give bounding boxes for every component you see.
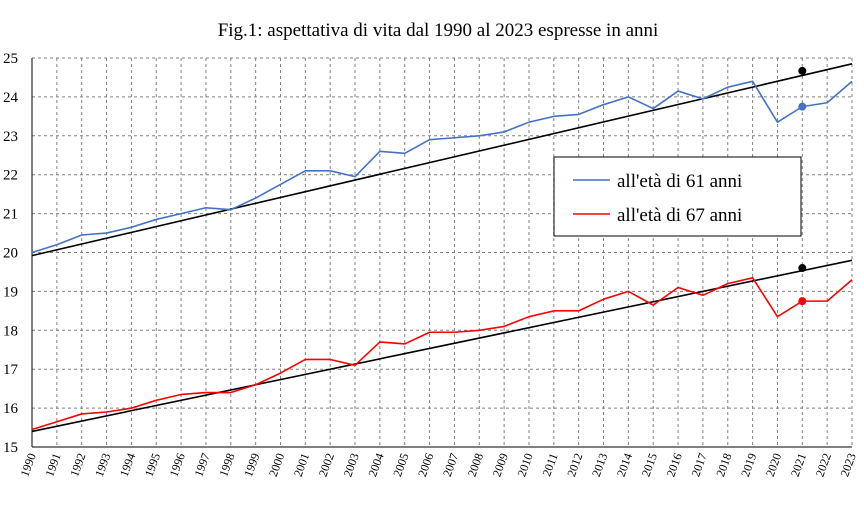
legend: all'età di 61 anni all'età di 67 anni	[553, 156, 802, 237]
x-tick-label: 2014	[614, 451, 635, 478]
x-tick-label: 2000	[266, 451, 287, 478]
y-tick-label: 16	[3, 401, 19, 417]
highlight-markers	[798, 66, 807, 306]
x-tick-label: 2015	[639, 451, 660, 478]
x-tick-label: 1996	[167, 451, 188, 478]
trend-marker	[798, 66, 807, 75]
x-axis-ticks: 1990 1991 1992 1993 1994 1995 1996 1997 1998 1999…	[17, 451, 858, 478]
x-tick-label: 1993	[92, 451, 113, 478]
x-tick-label: 2001	[291, 451, 312, 478]
y-tick-label: 24	[3, 90, 19, 106]
data-series	[31, 80, 853, 431]
x-tick-label: 2019	[738, 451, 759, 478]
x-tick-label: 1990	[17, 451, 38, 478]
trend-line	[31, 63, 853, 257]
x-tick-label: 2008	[465, 451, 486, 478]
y-tick-label: 15	[3, 440, 18, 456]
trend-line	[31, 259, 853, 433]
legend-label-61: all'età di 61 anni	[617, 171, 742, 192]
x-tick-label: 2003	[340, 451, 361, 478]
y-tick-label: 25	[3, 51, 18, 67]
legend-box	[553, 156, 802, 237]
series-line-1	[31, 276, 853, 431]
trend-marker	[798, 264, 807, 273]
y-tick-label: 22	[3, 168, 18, 184]
x-tick-label: 1998	[216, 451, 237, 478]
x-tick-label: 2020	[763, 451, 784, 478]
x-tick-label: 1995	[142, 451, 163, 478]
x-tick-label: 2013	[589, 451, 610, 478]
x-tick-label: 2002	[316, 451, 337, 478]
x-tick-label: 2021	[788, 451, 809, 478]
series-marker	[798, 102, 807, 111]
y-tick-label: 20	[3, 246, 18, 262]
y-tick-label: 21	[3, 207, 18, 223]
series-marker	[798, 297, 807, 306]
trend-lines	[31, 63, 853, 433]
x-tick-label: 2022	[813, 451, 834, 478]
x-tick-label: 2004	[365, 451, 386, 478]
x-tick-label: 2010	[514, 451, 535, 478]
y-axis-ticks: 15 16 17 18 19 20 21 22 23 24 25	[3, 51, 19, 456]
x-tick-label: 1994	[117, 451, 138, 478]
chart-title: Fig.1: aspettativa di vita dal 1990 al 2…	[218, 20, 659, 41]
legend-label-67: all'età di 67 anni	[617, 205, 742, 226]
x-tick-label: 2006	[415, 451, 436, 478]
x-tick-label: 1999	[241, 451, 262, 478]
y-tick-label: 17	[3, 362, 19, 378]
x-tick-label: 1997	[191, 451, 212, 478]
x-tick-label: 2017	[688, 451, 709, 478]
x-tick-label: 1992	[67, 451, 88, 478]
grid	[32, 57, 853, 447]
y-tick-label: 23	[3, 129, 18, 145]
x-tick-label: 1991	[42, 451, 63, 478]
x-tick-label: 2011	[539, 451, 560, 478]
x-tick-label: 2005	[390, 451, 411, 478]
x-tick-label: 2018	[713, 451, 734, 478]
series-line-0	[31, 80, 853, 254]
x-tick-label: 2007	[440, 451, 461, 478]
x-tick-label: 2012	[564, 451, 585, 478]
y-tick-label: 19	[3, 284, 18, 300]
axes	[31, 58, 852, 448]
x-tick-label: 2023	[837, 451, 858, 478]
x-tick-label: 2016	[664, 451, 685, 478]
x-tick-label: 2009	[490, 451, 511, 478]
y-tick-label: 18	[3, 323, 18, 339]
